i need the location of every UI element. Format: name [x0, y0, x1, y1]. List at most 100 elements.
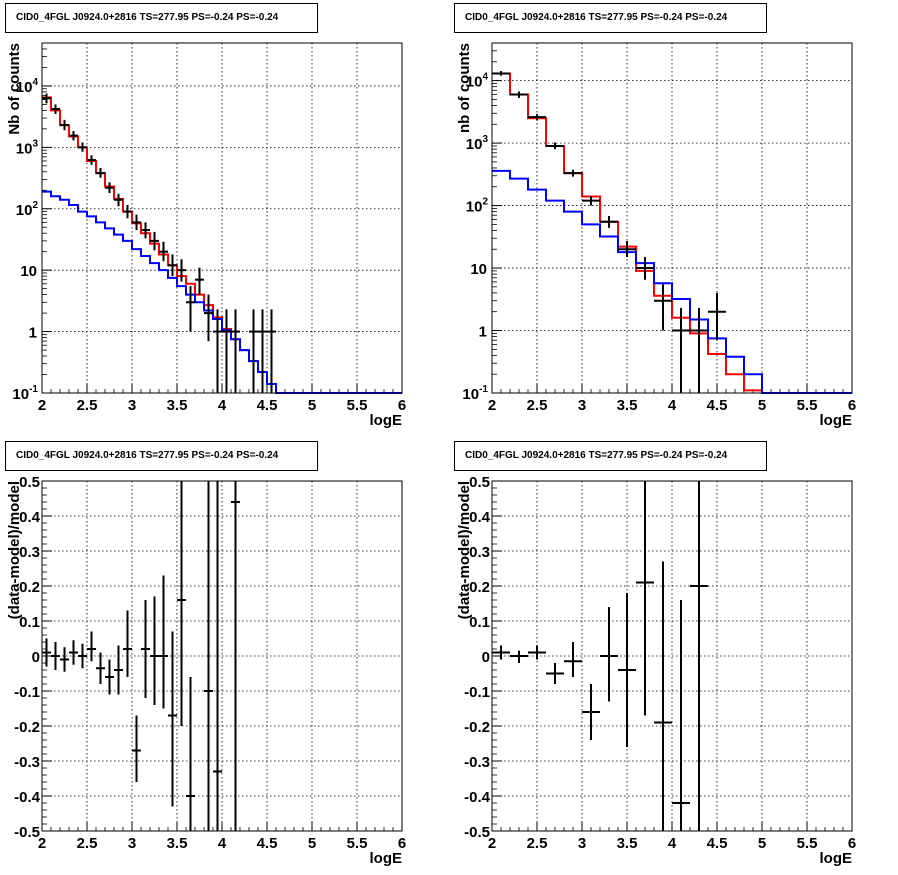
residual-point: [141, 600, 150, 698]
residual-point: [132, 715, 141, 782]
data-point: [582, 196, 600, 206]
residual-point: [510, 650, 528, 663]
x-tick-label: 2: [488, 835, 496, 852]
data-point: [186, 286, 195, 332]
background-histogram: [492, 169, 852, 394]
data-point: [636, 257, 654, 280]
x-tick-label: 3.5: [617, 835, 638, 852]
x-tick-label: 2: [38, 397, 46, 414]
residual-point: [690, 481, 708, 831]
residual-point: [528, 645, 546, 660]
x-tick-label: 3.5: [167, 835, 188, 852]
residual-point: [654, 561, 672, 831]
y-tick-label: -0.2: [14, 719, 40, 736]
y-tick-label: -0.5: [14, 824, 40, 841]
x-tick-label: 3.5: [167, 397, 188, 414]
y-tick-label: 0.1: [469, 614, 490, 631]
plot-frame: [491, 480, 853, 832]
x-tick-label: 5: [758, 397, 766, 414]
x-tick-label: 6: [848, 835, 856, 852]
data-point: [231, 309, 240, 393]
x-tick-label: 4: [218, 835, 227, 852]
y-tick-label: 0.4: [469, 509, 491, 526]
data-point: [96, 168, 105, 178]
residual-point: [546, 663, 564, 684]
residual-point: [186, 677, 195, 831]
y-axis-label: nb of counts: [456, 43, 473, 133]
y-tick-label: 0.5: [469, 474, 490, 491]
y-tick-label: -0.3: [464, 754, 490, 771]
x-tick-label: 3: [578, 835, 586, 852]
plot-frame: [491, 42, 853, 394]
residual-point: [618, 593, 636, 747]
residual-point: [78, 643, 87, 669]
data-point: [600, 216, 618, 228]
y-tick-label: -0.1: [464, 684, 490, 701]
chart-title: CID0_4FGL J0924.0+2816 TS=277.95 PS=-0.2…: [5, 441, 318, 471]
data-point: [123, 205, 132, 219]
x-tick-label: 3.5: [617, 397, 638, 414]
x-tick-label: 3: [128, 835, 136, 852]
y-tick-label: 103: [466, 134, 489, 153]
y-tick-label: 10: [470, 261, 487, 278]
y-axis-label: (data-model)/model: [456, 481, 473, 619]
data-point: [267, 309, 276, 393]
residual-point: [105, 659, 114, 695]
x-tick-label: 5.5: [347, 835, 368, 852]
residual-point: [231, 481, 240, 831]
residual-point: [600, 607, 618, 702]
y-tick-label: 0.2: [469, 579, 490, 596]
y-tick-label: 104: [466, 72, 489, 91]
x-axis-label: logE: [370, 850, 403, 867]
y-tick-label: 1: [29, 325, 37, 342]
data-point: [258, 309, 267, 393]
x-tick-label: 5: [308, 397, 316, 414]
y-tick-label: 0.3: [469, 544, 490, 561]
data-point: [168, 254, 177, 277]
data-point: [114, 193, 123, 207]
y-tick-label: 10-1: [462, 384, 488, 403]
residual-point: [114, 645, 123, 695]
data-point: [546, 142, 564, 150]
y-axis-label: Nb of counts: [6, 43, 23, 135]
x-axis-label: logE: [370, 412, 403, 429]
y-tick-label: 0.2: [19, 579, 40, 596]
y-axis-label: (data-model)/model: [6, 481, 23, 619]
data-point: [654, 284, 672, 331]
x-tick-label: 4: [668, 397, 677, 414]
x-tick-label: 2.5: [77, 397, 98, 414]
residual-point: [123, 610, 132, 677]
x-tick-label: 5: [308, 835, 316, 852]
residual-point: [213, 481, 222, 831]
data-point: [528, 114, 546, 121]
data-point: [249, 309, 258, 393]
model-histogram: [492, 72, 852, 394]
x-tick-label: 2: [38, 835, 46, 852]
residual-point: [582, 684, 600, 740]
x-tick-label: 6: [398, 397, 406, 414]
residual-point: [69, 640, 78, 665]
y-tick-label: 102: [16, 200, 39, 219]
x-tick-label: 4.5: [257, 835, 278, 852]
chart-title: CID0_4FGL J0924.0+2816 TS=277.95 PS=-0.2…: [5, 3, 318, 33]
chart-title: CID0_4FGL J0924.0+2816 TS=277.95 PS=-0.2…: [454, 441, 767, 471]
y-tick-label: -0.2: [464, 719, 490, 736]
model-histogram: [42, 96, 402, 394]
x-tick-label: 5.5: [797, 835, 818, 852]
data-point: [672, 307, 690, 393]
plot-frame: [41, 42, 403, 394]
y-tick-label: 104: [16, 77, 39, 96]
x-axis-label: logE: [820, 412, 853, 429]
x-tick-label: 2: [488, 397, 496, 414]
data-point: [618, 241, 636, 258]
residual-point: [564, 642, 582, 677]
data-point: [141, 222, 150, 239]
data-point: [708, 292, 726, 341]
x-tick-label: 4.5: [707, 397, 728, 414]
residual-point: [204, 481, 213, 831]
x-tick-label: 6: [398, 835, 406, 852]
y-tick-label: -0.3: [14, 754, 40, 771]
x-tick-label: 4.5: [257, 397, 278, 414]
data-point: [105, 182, 114, 194]
